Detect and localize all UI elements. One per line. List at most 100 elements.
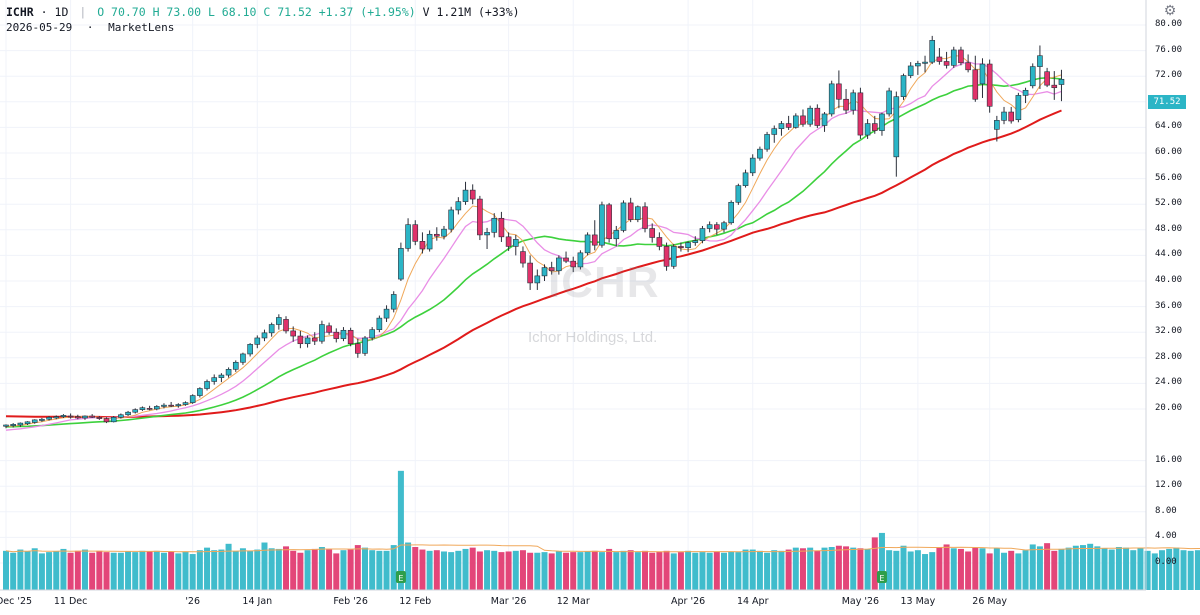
volume-bar	[548, 553, 555, 590]
candle-body	[426, 233, 433, 250]
volume-bar	[390, 545, 397, 590]
volume-bar	[462, 548, 469, 590]
candle-body	[900, 75, 907, 97]
volume-bar	[907, 551, 914, 590]
volume-bar	[412, 547, 419, 590]
candle-body	[548, 267, 555, 272]
candle-body	[441, 228, 447, 237]
grid	[0, 0, 1146, 590]
volume-bar	[957, 548, 964, 590]
volume-bar	[1130, 550, 1137, 590]
symbol-label[interactable]: ICHR	[6, 5, 34, 19]
volume-bar	[1187, 550, 1194, 590]
time-tick-label: 26 May	[972, 596, 1008, 607]
volume-bar	[764, 552, 771, 590]
candle-body	[527, 262, 533, 284]
candle-body	[153, 406, 160, 410]
candle-body	[692, 240, 699, 243]
candle-body	[268, 324, 275, 334]
price-tick-label: 4.00	[1155, 531, 1177, 542]
volume-bar	[1051, 550, 1058, 590]
candle-body	[599, 204, 605, 246]
volume-bar	[153, 550, 160, 590]
candle-body	[850, 92, 857, 111]
volume-bar	[563, 552, 570, 590]
volume-bar	[943, 544, 950, 590]
candle-body	[771, 128, 778, 135]
candles	[3, 35, 1065, 429]
candle-body	[204, 381, 210, 389]
candle-body	[1037, 55, 1043, 67]
volume-bar	[864, 548, 871, 590]
volume-bar	[843, 546, 850, 590]
candle-body	[979, 63, 986, 85]
candle-body	[929, 40, 936, 63]
candle-body	[333, 331, 340, 339]
volume-bar	[799, 548, 806, 590]
earnings-marker[interactable]	[395, 571, 406, 583]
volume-bar	[1087, 543, 1094, 590]
settings-icon[interactable]: ⚙	[1163, 3, 1177, 19]
volume-bar	[31, 548, 38, 590]
volume-bar	[110, 552, 117, 590]
candle-body	[814, 107, 821, 126]
candle-body	[46, 417, 52, 420]
volume-bar	[1065, 547, 1072, 590]
price-tick-label: 16.00	[1155, 454, 1183, 465]
volume-bar	[218, 549, 225, 590]
volume-bar	[893, 550, 900, 590]
volume-bar	[1144, 550, 1151, 590]
time-tick-label: 11 Dec	[53, 596, 88, 607]
candle-body	[347, 329, 354, 345]
candle-body	[685, 242, 691, 249]
candle-body	[89, 415, 95, 418]
time-tick-label: 13 May	[900, 596, 936, 607]
price-tick-label: 84.00	[1155, 0, 1182, 3]
volume-bar	[304, 550, 311, 590]
volume-bar	[448, 552, 455, 590]
candle-body	[915, 63, 921, 67]
candle-body	[735, 185, 742, 203]
earnings-marker[interactable]	[876, 571, 887, 583]
candle-body	[462, 189, 469, 202]
volume-bar	[74, 550, 81, 590]
volume-bar	[132, 552, 139, 590]
symbol-separator: ·	[40, 5, 48, 19]
volume-bar	[283, 546, 290, 590]
volume-bar	[354, 545, 361, 590]
candle-body	[283, 319, 289, 332]
volume-bar	[96, 550, 103, 590]
candle-body	[319, 324, 325, 342]
volume-bar	[60, 548, 67, 590]
volume-bar	[168, 551, 175, 590]
volume-bar	[986, 553, 993, 590]
volume-bar	[699, 552, 706, 590]
volume-bar	[922, 554, 929, 590]
price-tick-label: 32.00	[1155, 326, 1183, 337]
volume-bar	[814, 550, 821, 590]
price-tick-label: 64.00	[1155, 121, 1183, 132]
volume-bar	[405, 542, 412, 590]
candle-body	[189, 395, 196, 403]
candle-body	[534, 275, 541, 284]
candle-body	[1008, 111, 1015, 122]
volume-bar	[1058, 548, 1065, 590]
time-tick-label: Apr '26	[671, 596, 706, 607]
volume-bar	[756, 550, 763, 590]
candle-body	[520, 251, 526, 264]
candle-body	[864, 123, 871, 136]
ohlc-values: O 70.70 H 73.00 L 68.10 C 71.52 +1.37 (+…	[97, 5, 416, 19]
volume-bar	[24, 551, 31, 590]
volume-bar	[900, 545, 907, 590]
candle-body	[1051, 84, 1058, 89]
volume-bar	[914, 550, 921, 590]
candle-body	[807, 107, 813, 125]
volume-bar	[929, 552, 936, 590]
price-tick-label: 80.00	[1155, 19, 1183, 29]
volume-bar	[419, 549, 426, 590]
candle-body	[369, 329, 375, 339]
interval-label[interactable]: 1D	[54, 5, 69, 19]
volume-bar	[1029, 544, 1036, 590]
